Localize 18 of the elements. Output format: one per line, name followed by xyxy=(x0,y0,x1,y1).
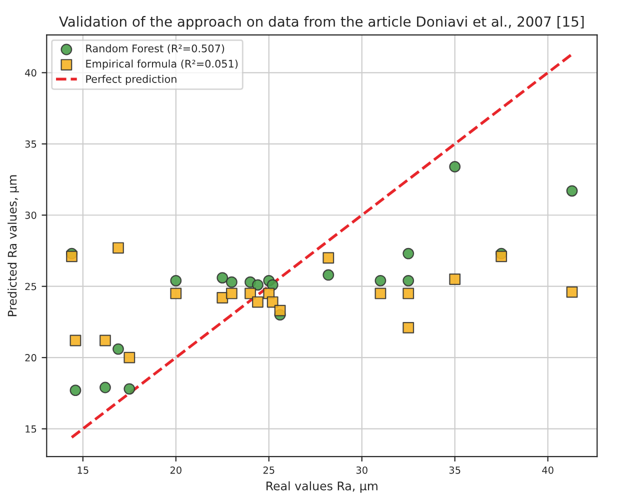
legend-label: Perfect prediction xyxy=(86,74,176,85)
y-tick-label: 20 xyxy=(25,354,36,362)
y-tick-label: 40 xyxy=(25,69,36,77)
y-axis-title: Predicted Ra values, µm xyxy=(8,175,19,316)
y-tick-label: 35 xyxy=(25,140,36,148)
x-tick-label: 35 xyxy=(449,466,460,474)
x-axis-title: Real values Ra, µm xyxy=(266,481,378,493)
x-tick-label: 40 xyxy=(542,466,554,474)
y-tick-label: 15 xyxy=(26,425,36,433)
x-tick-label: 25 xyxy=(263,466,274,474)
x-tick-label: 30 xyxy=(356,466,368,474)
legend-label: Random Forest (R²=0.507) xyxy=(86,44,224,54)
x-tick-label: 20 xyxy=(170,466,182,474)
y-tick-label: 30 xyxy=(25,212,36,219)
chart-title: Validation of the approach on data from the article Doniavi et al., 2007 [15] xyxy=(59,16,584,30)
x-tick-label: 15 xyxy=(78,466,88,474)
legend-label: Empirical formula (R²=0.051) xyxy=(86,60,238,70)
y-tick-label: 25 xyxy=(25,282,36,290)
